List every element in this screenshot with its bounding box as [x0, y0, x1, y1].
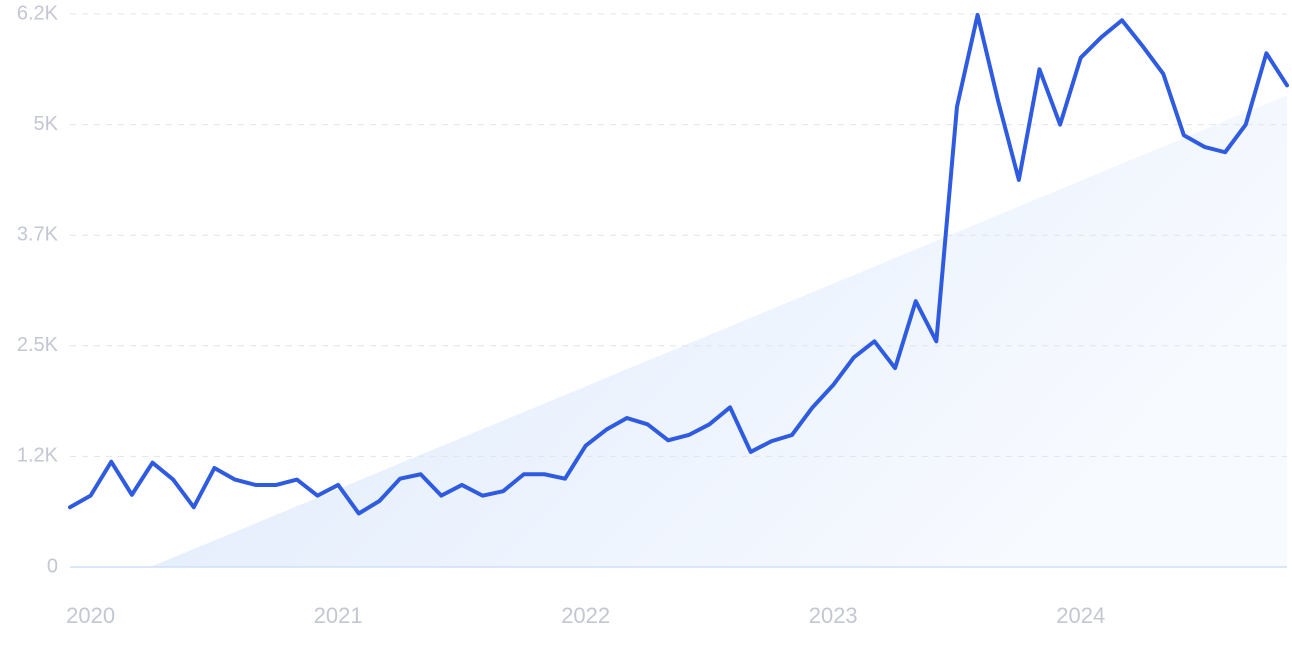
x-tick-label: 2024 [1056, 603, 1105, 628]
y-tick-label: 2.5K [17, 334, 59, 356]
x-tick-label: 2020 [66, 603, 115, 628]
y-tick-label: 6.2K [17, 2, 59, 24]
y-tick-label: 1.2K [17, 445, 59, 467]
y-tick-label: 5K [34, 113, 59, 135]
x-tick-label: 2021 [314, 603, 363, 628]
y-tick-label: 3.7K [17, 223, 59, 245]
x-tick-label: 2022 [561, 603, 610, 628]
line [68, 12, 1289, 516]
x-tick-label: 2023 [809, 603, 858, 628]
trend-area [150, 95, 1287, 567]
y-tick-label: 0 [47, 555, 58, 577]
